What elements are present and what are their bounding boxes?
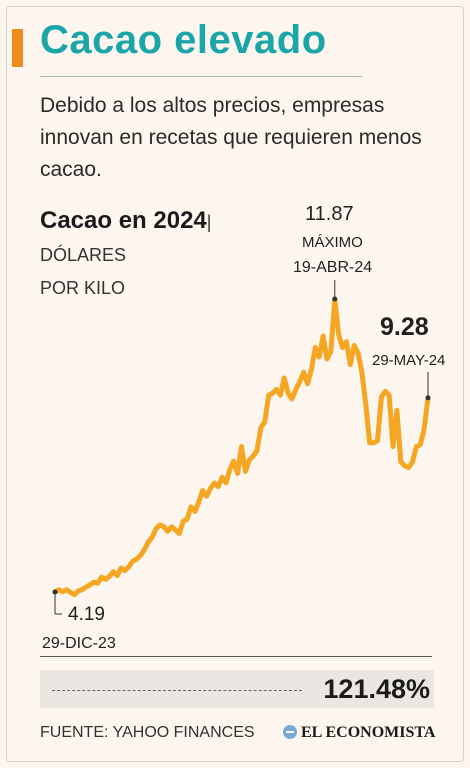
- change-percent: 121.48%: [323, 674, 430, 704]
- card-frame: [6, 6, 464, 762]
- annotation-max-date: 19-ABR-24: [293, 259, 373, 276]
- chart-unit-line2: POR KILO: [40, 278, 126, 298]
- chart-markers: [54, 280, 429, 615]
- source-text: FUENTE: YAHOO FINANCES: [40, 724, 255, 741]
- annotation-first-value: 4.19: [68, 604, 105, 625]
- page-title: Cacao elevado: [40, 18, 327, 62]
- annotation-last-date: 29-MAY-24: [372, 352, 446, 369]
- chart-title: Cacao en 2024| DÓLARES: [40, 205, 260, 271]
- chart-title-main: Cacao en 2024: [40, 207, 207, 234]
- globe-icon: [283, 725, 297, 739]
- brand-logo: EL ECONOMISTA: [283, 724, 435, 742]
- subtitle: Debido a los altos precios, empresas inn…: [40, 94, 422, 181]
- series-line-cacao: [52, 296, 431, 598]
- title-divider: [40, 76, 362, 77]
- first-dot: [52, 589, 58, 595]
- last-dot: [425, 395, 431, 401]
- annotation-max-value: 11.87: [305, 203, 354, 225]
- chart-points: [52, 296, 431, 595]
- annotation-max-label: MÁXIMO: [302, 234, 363, 251]
- chart-unit-inline: | DÓLARES: [40, 212, 212, 265]
- change-box: [40, 670, 434, 708]
- annotation-last-value: 9.28: [380, 313, 429, 341]
- bottom-divider: [40, 656, 432, 657]
- change-dashed-line: [52, 690, 302, 691]
- annotation-first-date: 29-DIC-23: [42, 635, 116, 652]
- accent-bar: [12, 29, 23, 67]
- max-dot: [332, 296, 338, 302]
- brand-name: EL ECONOMISTA: [301, 724, 436, 741]
